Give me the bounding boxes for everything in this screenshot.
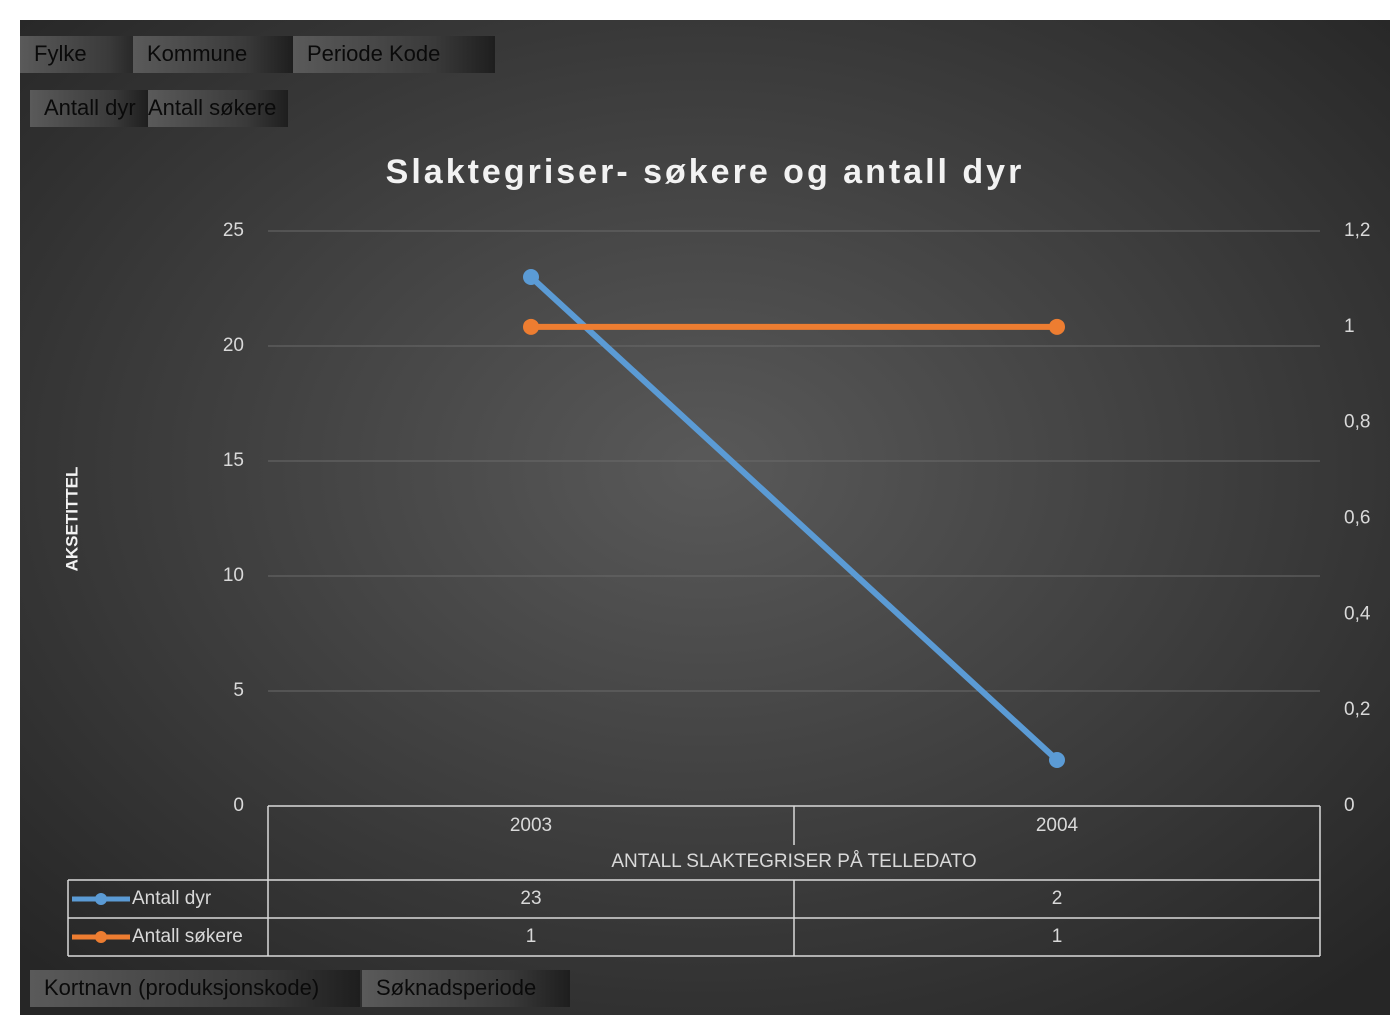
y-tick-label: 0	[233, 795, 244, 816]
y2-tick-label: 0	[1344, 795, 1355, 816]
x-tick-label: 2004	[1036, 815, 1079, 836]
marker	[1049, 318, 1065, 335]
y2-tick-label: 1	[1344, 316, 1355, 337]
y2-tick-label: 0,6	[1344, 508, 1370, 529]
field-button-label: Antall søkere	[148, 95, 276, 120]
chart-background	[20, 20, 1390, 1015]
table-value: 1	[1052, 926, 1063, 947]
field-button[interactable]	[293, 36, 495, 73]
legend-label: Antall dyr	[132, 888, 212, 909]
table-value: 2	[1052, 888, 1063, 909]
legend-key-marker	[95, 931, 107, 943]
field-button-label: Søknadsperiode	[376, 975, 536, 1000]
marker	[523, 318, 539, 335]
field-button-label: Kortnavn (produksjonskode)	[44, 975, 319, 1000]
marker	[1049, 752, 1065, 768]
y-tick-label: 15	[223, 450, 244, 471]
field-button-label: Kommune	[147, 41, 247, 66]
field-button[interactable]	[148, 90, 288, 127]
y2-tick-label: 0,4	[1344, 603, 1371, 624]
legend-label: Antall søkere	[132, 926, 243, 947]
series-line	[528, 274, 1060, 763]
y-tick-label: 25	[223, 220, 244, 241]
y2-tick-label: 0,2	[1344, 699, 1370, 720]
field-button[interactable]	[30, 90, 148, 127]
y-axis-title: AKSETITTEL	[62, 467, 81, 572]
chart-title: Slaktegriser- søkere og antall dyr	[386, 153, 1025, 191]
field-button[interactable]	[362, 970, 570, 1007]
x-tick-label: 2003	[510, 815, 552, 836]
field-button[interactable]	[20, 36, 147, 73]
legend-key-marker	[95, 893, 107, 905]
field-button-label: Periode Kode	[307, 41, 440, 66]
y2-tick-label: 0,8	[1344, 412, 1370, 433]
field-button[interactable]	[133, 36, 293, 73]
y-tick-label: 10	[223, 565, 244, 586]
y2-tick-label: 1,2	[1344, 220, 1370, 241]
table-value: 1	[526, 926, 537, 947]
field-button[interactable]	[30, 970, 360, 1007]
y-tick-label: 20	[223, 335, 244, 356]
table-value: 23	[520, 888, 541, 909]
field-button-label: Antall dyr	[44, 95, 136, 120]
y-tick-label: 5	[233, 680, 244, 701]
field-button-label: Fylke	[34, 41, 87, 66]
marker	[523, 269, 539, 285]
x-axis-title: ANTALL SLAKTEGRISER PÅ TELLEDATO	[611, 851, 976, 872]
